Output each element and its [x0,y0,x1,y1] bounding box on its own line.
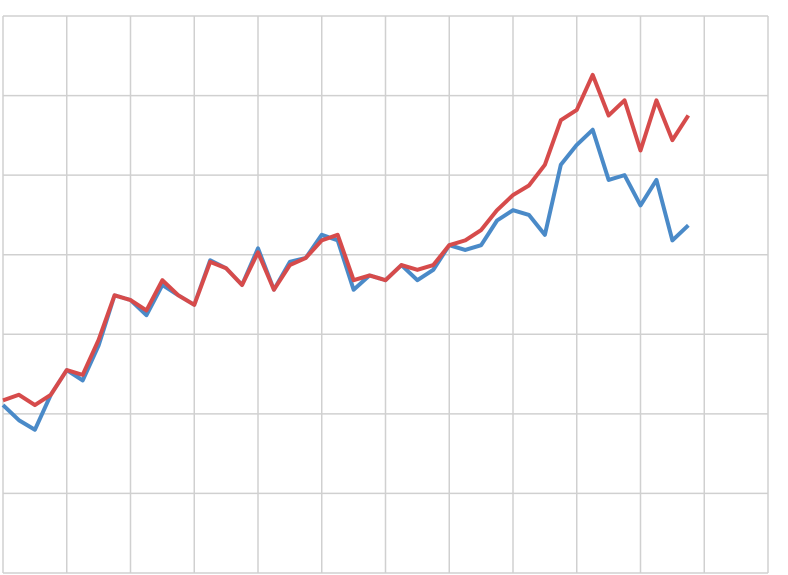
series-line [2,72,690,408]
